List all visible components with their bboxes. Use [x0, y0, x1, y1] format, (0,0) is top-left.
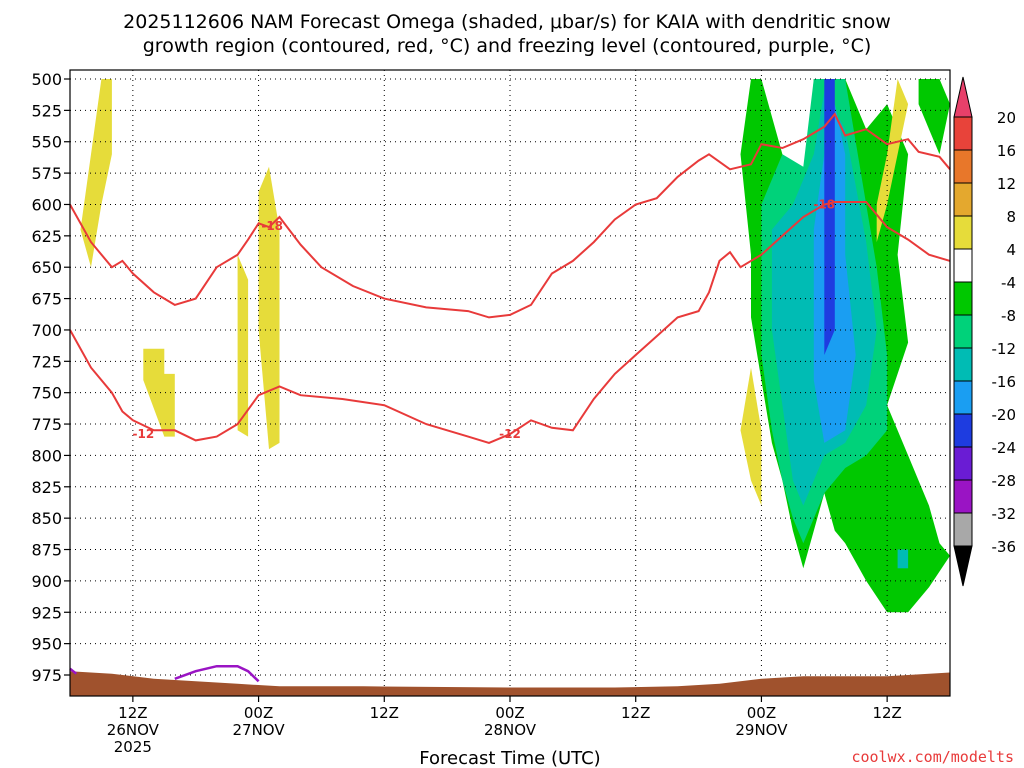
colorbar-segment	[953, 380, 973, 415]
colorbar-segment	[953, 248, 973, 283]
rising-green-right	[918, 79, 950, 155]
y-tick-label: 800	[31, 446, 62, 465]
x-tick-label: 27NOV	[233, 721, 286, 739]
colorbar-label: -16	[992, 373, 1017, 391]
y-tick-label: 675	[31, 290, 62, 309]
colorbar-segment	[953, 479, 973, 514]
colorbar-label: 20	[997, 109, 1016, 127]
omega-colorbar: 20 16 12 8 4 -4 -8 -12 -16 -20 -24 -28 -32 -36	[953, 76, 1017, 587]
y-tick-label: 625	[31, 227, 62, 246]
chart-title-line-2: growth region (contoured, red, °C) and f…	[143, 35, 872, 57]
colorbar-label: 8	[1006, 208, 1016, 226]
colorbar-segment	[953, 281, 973, 316]
y-tick-label: 775	[31, 415, 62, 434]
colorbar-label: 12	[997, 175, 1016, 193]
sinking-yellow-a	[80, 79, 112, 268]
colorbar-label: -24	[992, 439, 1017, 457]
y-tick-label: 725	[31, 352, 62, 371]
colorbar-label: 4	[1006, 241, 1016, 259]
colorbar-label: 16	[997, 142, 1016, 160]
grid-lines	[70, 70, 950, 696]
colorbar-label: -12	[992, 340, 1017, 358]
terrain-fill	[70, 671, 950, 696]
x-tick-label: 12Z	[118, 704, 147, 722]
contour-dendritic-upper	[69, 112, 951, 319]
colorbar-label: -32	[992, 505, 1017, 523]
contour-label: -18	[261, 219, 283, 233]
x-axis-title: Forecast Time (UTC)	[419, 748, 600, 768]
x-tick-label: 00Z	[495, 704, 524, 722]
y-tick-label: 575	[31, 164, 62, 183]
colorbar-segment	[953, 512, 973, 547]
y-tick-label: 875	[31, 541, 62, 560]
colorbar-label: -36	[992, 538, 1017, 556]
sinking-yellow-f	[876, 79, 909, 243]
colorbar-label: -28	[992, 472, 1017, 490]
contour-label: -12	[132, 427, 154, 441]
colorbar-label: -4	[1001, 274, 1016, 292]
colorbar-segment	[953, 215, 973, 250]
pressure-axis: 500 525 550 575 600 625 650 675 700 725 750 775 800 8…	[31, 70, 70, 685]
colorbar-segment	[953, 314, 973, 349]
colorbar-top-arrow	[953, 76, 973, 118]
colorbar-segment	[953, 116, 973, 151]
colorbar-segment	[953, 446, 973, 481]
contour-freezing-level	[174, 664, 260, 683]
y-tick-label: 700	[31, 321, 62, 340]
colorbar-label: -8	[1001, 307, 1016, 325]
x-tick-label: 29NOV	[735, 721, 788, 739]
colorbar-label: -20	[992, 406, 1017, 424]
y-tick-label: 650	[31, 258, 62, 277]
sinking-yellow-d	[258, 166, 280, 450]
rising-dark-blue-region	[824, 79, 835, 355]
x-tick-label: 12Z	[872, 704, 901, 722]
y-tick-label: 850	[31, 509, 62, 528]
y-tick-label: 600	[31, 195, 62, 214]
colorbar-bottom-arrow	[953, 545, 973, 587]
x-tick-label: 2025	[114, 738, 152, 756]
x-tick-label: 28NOV	[484, 721, 537, 739]
y-tick-label: 525	[31, 101, 62, 120]
y-tick-label: 825	[31, 478, 62, 497]
x-tick-label: 12Z	[621, 704, 650, 722]
y-tick-label: 925	[31, 603, 62, 622]
colorbar-segment	[953, 182, 973, 217]
terrain-surface	[70, 671, 950, 696]
dendritic-growth-contours: -18-18-12 -12	[69, 112, 951, 444]
y-tick-label: 975	[31, 666, 62, 685]
x-tick-label: 00Z	[244, 704, 273, 722]
contour-dendritic-lower	[69, 201, 951, 444]
plot-area: -18-18-12 -12	[69, 69, 951, 697]
y-tick-label: 750	[31, 384, 62, 403]
colorbar-segment	[953, 347, 973, 382]
sinking-yellow-b	[143, 348, 175, 437]
sinking-yellow-e	[740, 367, 762, 506]
omega-shading	[80, 79, 950, 613]
contour-freezing-level-edge	[69, 667, 78, 675]
contour-label: -12	[499, 427, 521, 441]
chart-title-line-1: 2025112606 NAM Forecast Omega (shaded, μ…	[123, 11, 891, 33]
y-tick-label: 550	[31, 133, 62, 152]
rising-cyan-dot	[897, 549, 909, 569]
x-tick-label: 00Z	[747, 704, 776, 722]
y-tick-label: 500	[31, 70, 62, 89]
colorbar-segment	[953, 413, 973, 448]
credit-text: coolwx.com/modelts	[851, 748, 1014, 766]
colorbar-segment	[953, 149, 973, 184]
freezing-level-contour	[69, 664, 260, 683]
x-tick-label: 26NOV	[107, 721, 160, 739]
y-tick-label: 950	[31, 635, 62, 654]
sinking-yellow-c	[237, 254, 249, 437]
y-tick-label: 900	[31, 572, 62, 591]
x-tick-label: 12Z	[370, 704, 399, 722]
